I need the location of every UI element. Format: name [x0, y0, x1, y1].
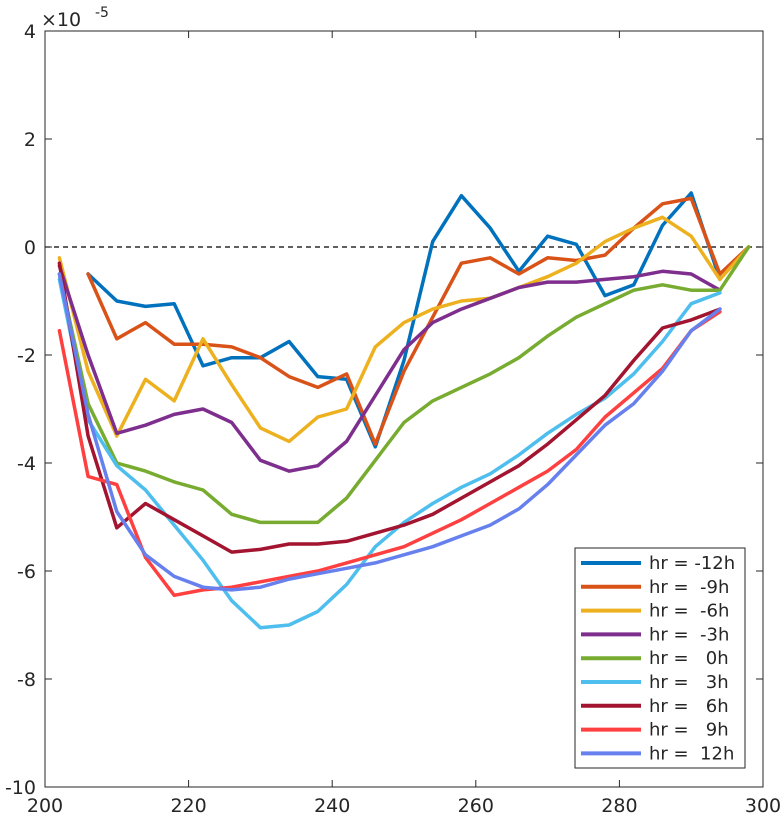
legend-label-1: hr = -9h: [649, 577, 729, 598]
legend-label-7: hr = 9h: [649, 720, 729, 741]
y-axis-exponent: ×10 -5: [41, 5, 109, 31]
y-tick-label: 2: [24, 129, 36, 151]
legend-label-5: hr = 3h: [649, 672, 729, 693]
legend-label-4: hr = 0h: [649, 648, 729, 669]
series-line-2: [57, 215, 751, 444]
x-axis: 200 220 240 260 280 300: [27, 31, 781, 817]
legend-label-6: hr = 6h: [649, 696, 729, 717]
y-axis: 4 2 0 -2 -4 -6 -8 -10: [5, 21, 763, 799]
legend-label-3: hr = -3h: [649, 624, 729, 645]
y-axis-exponent-power: -5: [95, 5, 109, 21]
series-line-3: [57, 264, 722, 473]
x-tick-label: 200: [27, 795, 63, 817]
y-tick-label: -4: [17, 453, 36, 475]
y-tick-label: -2: [17, 345, 36, 367]
axes-box: [44, 30, 764, 788]
series-line-7: [57, 310, 722, 598]
series-line-8: [57, 272, 722, 592]
y-tick-label: -10: [5, 777, 36, 799]
x-tick-label: 280: [601, 795, 637, 817]
x-tick-label: 240: [314, 795, 350, 817]
series-layer: [57, 191, 751, 630]
legend-label-2: hr = -6h: [649, 601, 729, 622]
series-line-4: [57, 245, 751, 525]
series-line-6: [57, 261, 722, 554]
legend-label-8: hr = 12h: [649, 743, 734, 764]
x-tick-label: 220: [170, 795, 206, 817]
y-tick-label: 4: [24, 21, 36, 43]
y-axis-exponent-base: ×10: [41, 9, 81, 31]
x-tick-label: 300: [745, 795, 781, 817]
series-line-5: [57, 277, 722, 630]
x-tick-label: 260: [458, 795, 494, 817]
y-tick-label: 0: [24, 237, 36, 259]
y-tick-label: -8: [17, 669, 36, 691]
y-tick-label: -6: [17, 561, 36, 583]
plot-area-border: [44, 30, 764, 788]
series-line-1: [86, 196, 751, 446]
legend-label-0: hr = -12h: [649, 553, 735, 574]
